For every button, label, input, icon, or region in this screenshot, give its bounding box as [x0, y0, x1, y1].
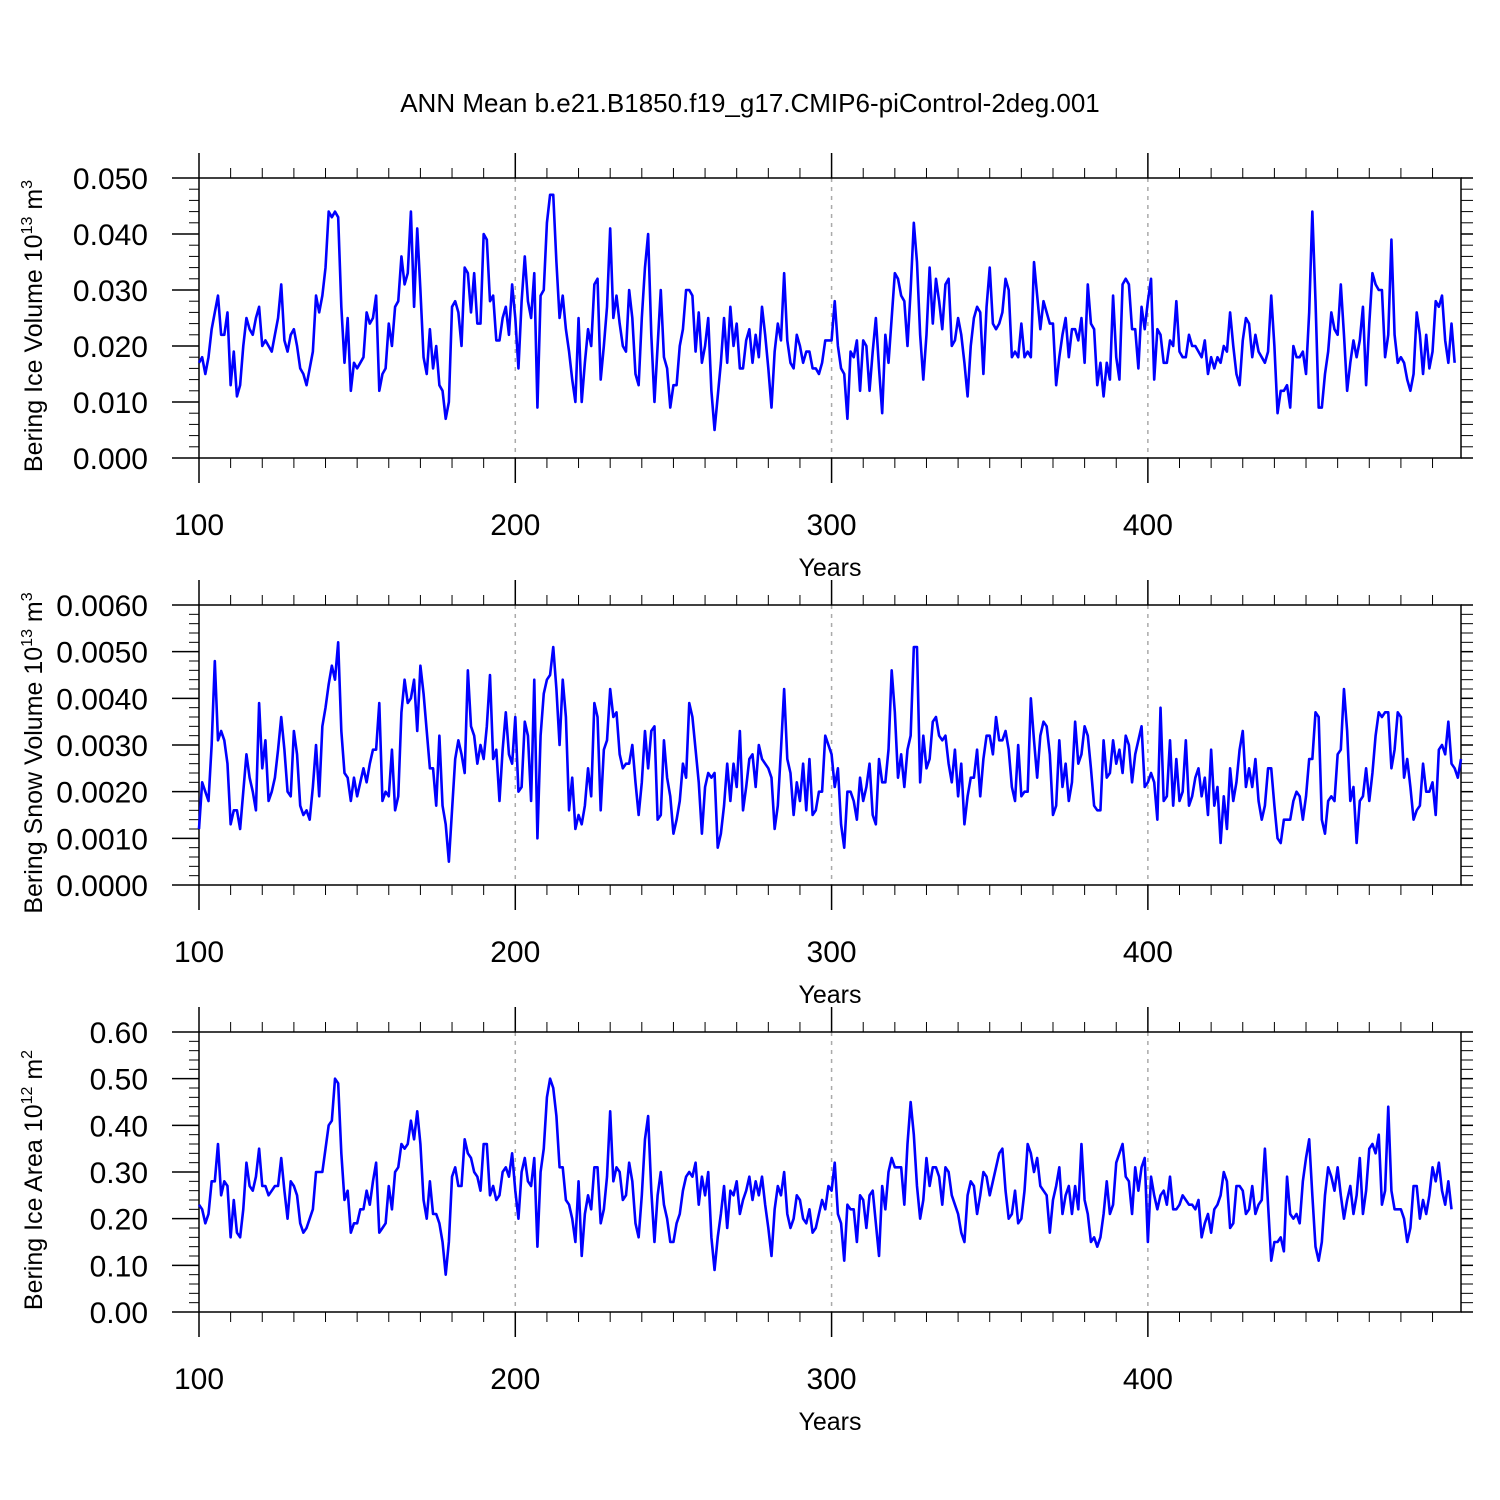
x-tick-label: 300 [807, 509, 857, 542]
x-tick-label: 300 [807, 936, 857, 969]
y-tick-label: 0.0040 [56, 683, 148, 716]
x-tick-label: 200 [490, 509, 540, 542]
y-tick-label: 0.050 [73, 163, 148, 196]
x-tick-label: 100 [174, 509, 224, 542]
plot-frame [198, 604, 1462, 886]
y-tick-label: 0.030 [73, 275, 148, 308]
x-tick-label: 400 [1123, 936, 1173, 969]
x-tick-label: 400 [1123, 1363, 1173, 1396]
x-tick-label: 100 [174, 1363, 224, 1396]
x-axis-label: Years [798, 981, 861, 1009]
x-axis-label: Years [798, 554, 861, 582]
y-tick-label: 0.020 [73, 331, 148, 364]
plot-frame [198, 177, 1462, 459]
y-axis-label: Bering Ice Volume 1013 m3 [19, 180, 48, 472]
y-tick-label: 0.50 [90, 1064, 148, 1097]
series-line [197, 641, 1463, 863]
x-tick-label: 200 [490, 936, 540, 969]
y-tick-label: 0.0050 [56, 637, 148, 670]
y-tick-label: 0.30 [90, 1157, 148, 1190]
x-tick-label: 400 [1123, 509, 1173, 542]
y-axis-label: Bering Ice Area 1012 m2 [19, 1050, 48, 1310]
x-tick-label: 200 [490, 1363, 540, 1396]
series-line [197, 193, 1456, 432]
y-tick-label: 0.0020 [56, 777, 148, 810]
y-tick-label: 0.0060 [56, 590, 148, 623]
y-tick-label: 0.10 [90, 1250, 148, 1283]
y-tick-label: 0.60 [90, 1017, 148, 1050]
y-tick-label: 0.040 [73, 219, 148, 252]
panel-3: 100 200 300 400 0.00 0.10 0.20 0.30 0.40 0.50 0.60… [19, 1007, 1473, 1436]
panel-2: 100 200 300 400 0.0000 0.0010 0.0020 0.0030 0.00… [19, 580, 1473, 1009]
x-tick-label: 100 [174, 936, 224, 969]
y-tick-label: 0.0000 [56, 870, 148, 903]
chart-title: ANN Mean b.e21.B1850.f19_g17.CMIP6-piCon… [400, 88, 1100, 118]
y-tick-label: 0.40 [90, 1110, 148, 1143]
y-tick-label: 0.0030 [56, 730, 148, 763]
y-tick-label: 0.010 [73, 387, 148, 420]
y-axis-label: Bering Snow Volume 1013 m3 [19, 592, 48, 913]
y-tick-label: 0.0010 [56, 823, 148, 856]
plot-frame [198, 1031, 1462, 1313]
panel-1: 100 200 300 400 0.000 0.010 0.020 0.030 0.040 0.0… [19, 153, 1473, 582]
y-tick-label: 0.20 [90, 1204, 148, 1237]
x-axis-label: Years [798, 1408, 861, 1436]
x-tick-label: 300 [807, 1363, 857, 1396]
y-tick-label: 0.000 [73, 443, 148, 476]
y-tick-label: 0.00 [90, 1297, 148, 1330]
series-line [197, 1077, 1453, 1276]
